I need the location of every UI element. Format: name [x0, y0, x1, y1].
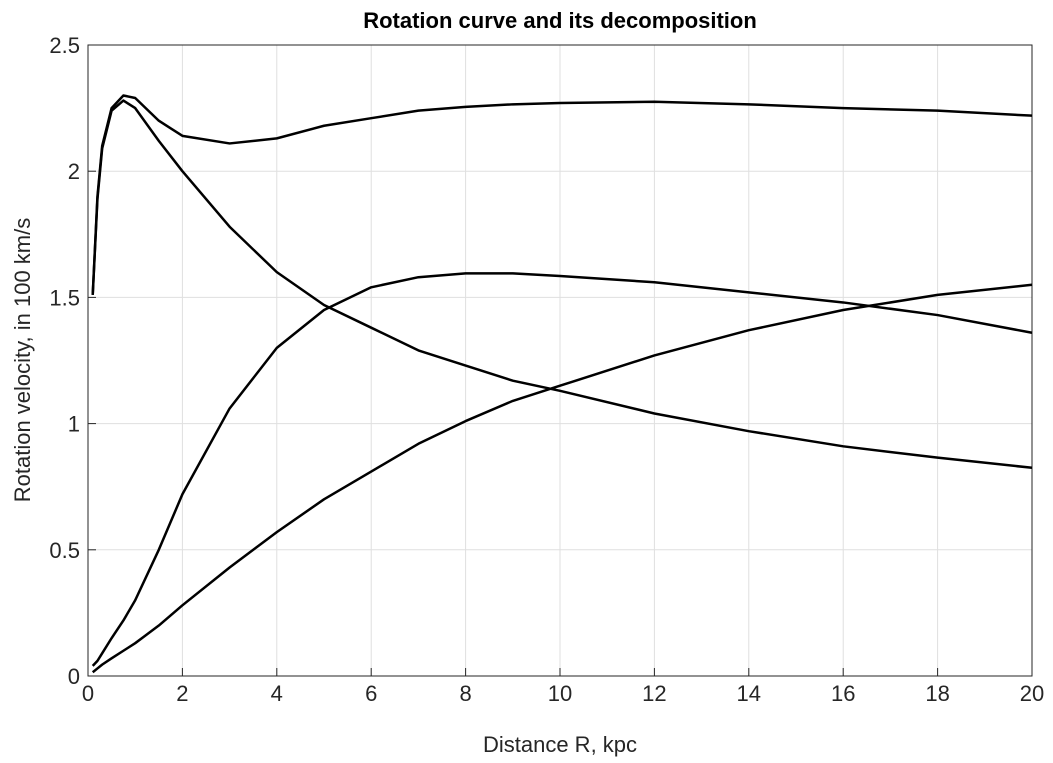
- y-tick-label: 2: [68, 159, 80, 184]
- x-tick-label: 4: [271, 681, 283, 706]
- y-tick-label: 1.5: [49, 285, 80, 310]
- y-tick-label: 1: [68, 412, 80, 437]
- y-tick-label: 2.5: [49, 33, 80, 58]
- line-series: [91, 283, 1033, 674]
- plot-frame: [87, 44, 1033, 677]
- x-tick-label: 10: [548, 681, 572, 706]
- x-tick-label: 18: [925, 681, 949, 706]
- y-tick-label: 0: [68, 664, 80, 689]
- line-series: [91, 272, 1033, 667]
- x-tick-label: 6: [365, 681, 377, 706]
- x-tick-label: 8: [459, 681, 471, 706]
- line-series: [91, 99, 1033, 470]
- x-tick-label: 20: [1020, 681, 1044, 706]
- chart-title: Rotation curve and its decomposition: [363, 8, 757, 33]
- y-axis-label: Rotation velocity, in 100 km/s: [10, 218, 35, 503]
- y-tick-label: 0.5: [49, 538, 80, 563]
- line-series: [91, 94, 1033, 295]
- x-tick-label: 16: [831, 681, 855, 706]
- x-tick-label: 2: [176, 681, 188, 706]
- x-tick-label: 12: [642, 681, 666, 706]
- x-axis-label: Distance R, kpc: [483, 732, 637, 757]
- x-tick-label: 0: [82, 681, 94, 706]
- x-tick-label: 14: [737, 681, 761, 706]
